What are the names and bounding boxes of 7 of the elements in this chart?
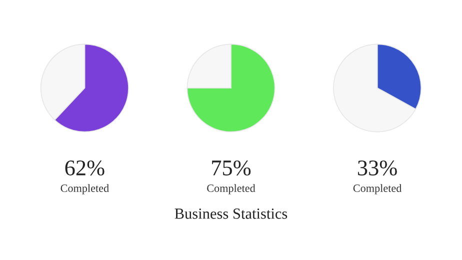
text: Completed bbox=[207, 184, 256, 194]
text: 75% bbox=[212, 160, 251, 176]
text: Business Statistics bbox=[174, 208, 288, 219]
text: Completed bbox=[60, 184, 109, 194]
text: Completed bbox=[353, 184, 402, 194]
text: 62% bbox=[65, 160, 104, 176]
text: 33% bbox=[358, 160, 397, 176]
